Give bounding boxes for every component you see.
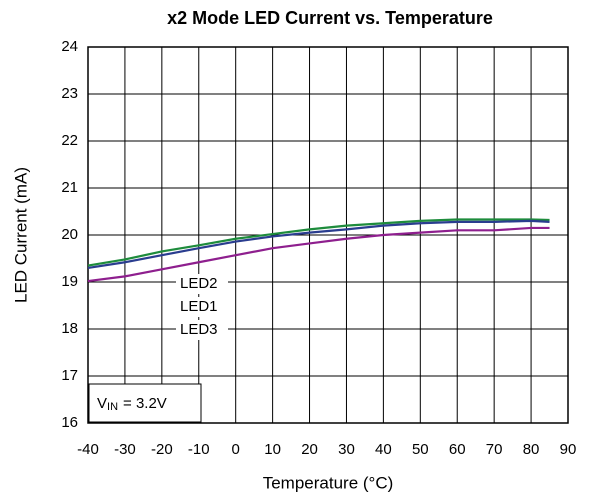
y-tick-label: 23 [61, 85, 78, 102]
x-tick-label: 0 [232, 441, 240, 458]
x-tick-label: 60 [449, 441, 466, 458]
y-tick-label: 16 [61, 414, 78, 431]
x-tick-label: 30 [338, 441, 355, 458]
plot-frame [87, 46, 569, 424]
annotation-sub: IN [107, 401, 118, 413]
annotation: VIN = 3.2V [97, 395, 167, 413]
annotation-rest: = 3.2V [123, 395, 167, 412]
y-tick-label: 22 [61, 132, 78, 149]
legend-bg [176, 320, 228, 340]
x-tick-label: 70 [486, 441, 503, 458]
legend-label: LED1 [180, 298, 218, 315]
y-tick-label: 18 [61, 320, 78, 337]
y-tick-label: 19 [61, 273, 78, 290]
x-tick-label: -20 [151, 441, 173, 458]
y-tick-label: 24 [61, 38, 78, 55]
legend-bg [176, 297, 228, 317]
x-tick-label: -30 [114, 441, 136, 458]
x-tick-label: 40 [375, 441, 392, 458]
series-line [87, 219, 550, 269]
x-tick-label: -10 [188, 441, 210, 458]
x-tick-label: 50 [412, 441, 429, 458]
x-tick-label: 90 [560, 441, 577, 458]
x-tick-label: 80 [523, 441, 540, 458]
y-tick-label: 21 [61, 179, 78, 196]
series-line [87, 218, 550, 267]
y-tick-label: 20 [61, 226, 78, 243]
y-axis-label: LED Current (mA) [11, 167, 30, 303]
x-tick-label: 20 [301, 441, 318, 458]
chart-title: x2 Mode LED Current vs. Temperature [167, 8, 493, 28]
x-tick-label: 10 [264, 441, 281, 458]
legend-label: LED3 [180, 321, 218, 338]
annotation-main: V [97, 395, 107, 412]
legend-bg [176, 274, 228, 294]
series-line [87, 226, 550, 283]
annotation-box [88, 383, 202, 423]
legend-label: LED2 [180, 275, 218, 292]
y-tick-label: 17 [61, 367, 78, 384]
x-axis-label: Temperature (°C) [263, 473, 394, 492]
x-tick-label: -40 [77, 441, 99, 458]
